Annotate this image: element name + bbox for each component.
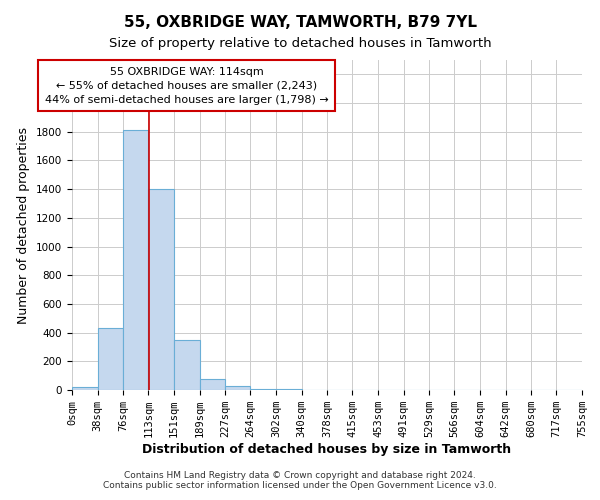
X-axis label: Distribution of detached houses by size in Tamworth: Distribution of detached houses by size … — [142, 443, 512, 456]
Text: Contains HM Land Registry data © Crown copyright and database right 2024.
Contai: Contains HM Land Registry data © Crown c… — [103, 470, 497, 490]
Bar — [148, 189, 174, 390]
Bar — [72, 387, 98, 390]
Text: Size of property relative to detached houses in Tamworth: Size of property relative to detached ho… — [109, 38, 491, 51]
Bar — [124, 130, 148, 390]
Bar — [200, 379, 226, 390]
Bar — [250, 388, 276, 390]
Bar — [174, 340, 200, 390]
Text: 55, OXBRIDGE WAY, TAMWORTH, B79 7YL: 55, OXBRIDGE WAY, TAMWORTH, B79 7YL — [124, 15, 476, 30]
Y-axis label: Number of detached properties: Number of detached properties — [17, 126, 31, 324]
Bar — [98, 328, 124, 390]
Text: 55 OXBRIDGE WAY: 114sqm
← 55% of detached houses are smaller (2,243)
44% of semi: 55 OXBRIDGE WAY: 114sqm ← 55% of detache… — [45, 67, 329, 105]
Bar — [226, 386, 250, 390]
